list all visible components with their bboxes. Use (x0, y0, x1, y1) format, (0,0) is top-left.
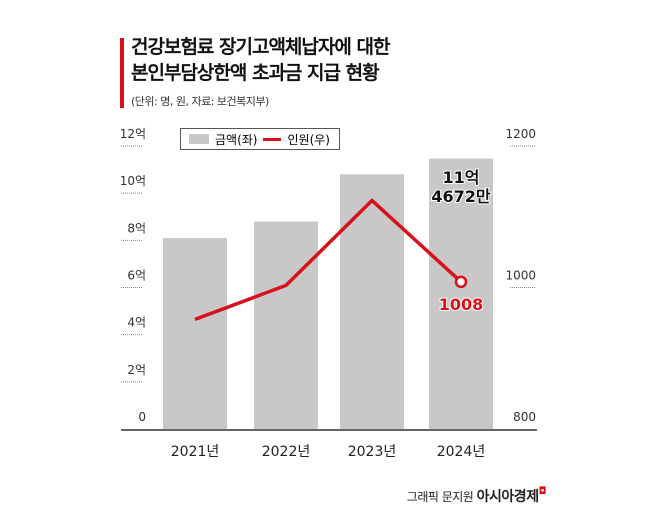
title-line-2: 본인부담상한액 초과금 지급 현황 (131, 62, 380, 84)
left-tick-label: 12억 (120, 127, 146, 141)
bar-2021년 (163, 237, 227, 429)
right-tick-label: 1200 (505, 127, 536, 141)
credit-author: 그래픽 문지원 (406, 490, 474, 504)
right-tick-label: 1000 (505, 269, 536, 283)
bar-value-label-line2: 4672만 (431, 187, 491, 206)
chart-title: 건강보험료 장기고액체납자에 대한 본인부담상한액 초과금 지급 현황 (131, 34, 390, 86)
bar-2022년 (254, 221, 318, 429)
bar-2023년 (340, 174, 404, 429)
title-accent-bar (120, 38, 124, 108)
point-2024 (454, 275, 468, 289)
left-tick-label: 8억 (127, 221, 146, 235)
legend-label-count: 인원(우) (287, 132, 330, 147)
credit: 그래픽 문지원 아시아경제◘ (406, 486, 547, 506)
line-value-label: 1008 (439, 295, 484, 314)
legend-bar-swatch (189, 134, 209, 144)
bar-value-label-line1: 11억 (443, 168, 480, 187)
legend-line-swatch (263, 137, 282, 141)
legend-label-amount: 금액(좌) (215, 132, 258, 147)
title-line-1: 건강보험료 장기고액체납자에 대한 (131, 36, 390, 58)
x-tick-label: 2022년 (262, 444, 311, 460)
x-tick-label: 2024년 (437, 444, 486, 460)
right-tick-label: 800 (513, 410, 536, 424)
bar-2024년 (429, 158, 493, 430)
credit-brand: 아시아경제 (476, 489, 539, 505)
left-tick-label: 4억 (127, 316, 146, 330)
brand-mark-icon: ◘ (538, 486, 547, 497)
left-tick-label: 2억 (127, 363, 146, 377)
left-tick-label: 6억 (127, 269, 146, 283)
legend: 금액(좌) 인원(우) (180, 128, 340, 150)
left-tick-label: 10억 (120, 174, 146, 188)
x-tick-label: 2023년 (348, 444, 397, 460)
left-tick-label: 0 (138, 410, 146, 424)
chart-subtitle: (단위: 명, 원, 자료: 보건복지부) (131, 95, 269, 108)
count-line (194, 198, 463, 321)
x-tick-label: 2021년 (171, 444, 220, 460)
